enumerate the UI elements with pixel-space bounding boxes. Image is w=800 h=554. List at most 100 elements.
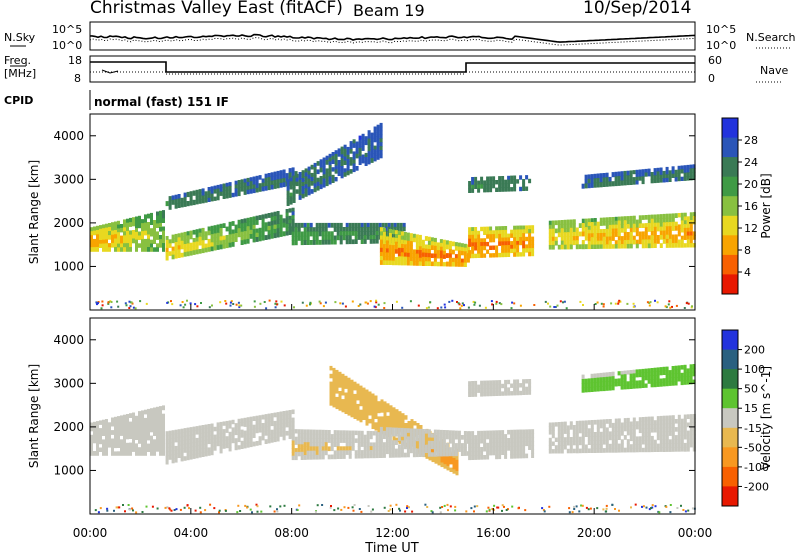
power-echo-cell <box>650 243 654 249</box>
velocity-echo-cell <box>674 377 678 382</box>
velocity-echo-cell <box>525 433 529 438</box>
power-echo-cell <box>369 222 373 228</box>
power-echo-cell <box>575 244 579 250</box>
power-echo-cell <box>183 240 187 245</box>
power-echo-cell <box>237 191 241 197</box>
velocity-echo-cell <box>356 412 360 417</box>
velocity-echo-cell <box>513 450 517 455</box>
velocity-echo-cell <box>486 442 490 448</box>
nsky-series-line <box>89 33 696 43</box>
power-echo-cell <box>315 235 319 241</box>
velocity-echo-cell <box>548 445 552 450</box>
velocity-echo-cell <box>347 398 351 404</box>
power-echo-cell <box>516 229 520 234</box>
power-speckle <box>275 303 278 306</box>
velocity-echo-cell <box>255 441 259 446</box>
power-echo-cell <box>219 223 223 229</box>
velocity-echo-cell <box>421 452 425 457</box>
velocity-speckle <box>251 511 253 514</box>
power-echo-cell <box>665 243 669 248</box>
power-echo-cell <box>474 242 478 247</box>
power-echo-cell <box>216 236 220 242</box>
velocity-echo-cell <box>359 393 363 399</box>
power-speckle <box>124 302 127 305</box>
power-echo-cell <box>316 185 320 191</box>
power-echo-cell <box>379 126 383 132</box>
velocity-echo-cell <box>195 441 199 447</box>
velocity-echo-cell <box>686 430 690 436</box>
power-speckle <box>451 299 454 302</box>
power-colorbar-tick-label: 12 <box>744 222 758 235</box>
power-echo-cell <box>480 242 484 247</box>
velocity-echo-cell <box>297 444 301 449</box>
power-echo-cell <box>468 234 472 240</box>
velocity-echo-cell <box>525 453 529 459</box>
velocity-echo-cell <box>252 424 256 430</box>
power-speckle <box>654 299 656 302</box>
velocity-echo-cell <box>677 435 681 440</box>
velocity-echo-cell <box>641 440 645 445</box>
power-echo-cell <box>135 231 138 237</box>
velocity-echo-cell <box>504 454 508 459</box>
power-echo-cell <box>560 236 564 242</box>
power-echo-cell <box>255 175 259 181</box>
velocity-echo-cell <box>626 381 630 386</box>
velocity-echo-cell <box>650 439 654 445</box>
velocity-speckle <box>630 506 632 509</box>
power-echo-cell <box>516 179 520 184</box>
velocity-echo-cell <box>132 416 135 421</box>
velocity-echo-cell <box>174 445 178 451</box>
power-echo-cell <box>165 243 169 249</box>
velocity-echo-cell <box>159 430 162 436</box>
power-speckle <box>268 299 271 302</box>
power-echo-cell <box>626 232 630 237</box>
power-echo-cell <box>406 252 410 258</box>
velocity-echo-cell <box>677 373 681 378</box>
power-echo-cell <box>286 186 290 192</box>
velocity-echo-cell <box>433 452 437 457</box>
velocity-echo-cell <box>617 443 621 449</box>
power-echo-cell <box>686 176 690 181</box>
velocity-speckle <box>568 511 571 514</box>
velocity-echo-cell <box>216 434 220 439</box>
power-echo-cell <box>689 227 693 233</box>
power-speckle <box>238 304 241 307</box>
velocity-echo-cell <box>656 371 660 376</box>
velocity-echo-cell <box>398 415 402 420</box>
velocity-echo-cell <box>114 451 117 456</box>
power-echo-cell <box>510 175 514 180</box>
velocity-speckle <box>236 511 239 514</box>
power-speckle <box>429 301 432 304</box>
velocity-echo-cell <box>347 381 351 387</box>
velocity-echo-cell <box>501 391 505 396</box>
velocity-echo-cell <box>584 387 588 393</box>
power-echo-cell <box>336 235 340 241</box>
velocity-echo-cell <box>635 369 639 374</box>
power-echo-cell <box>674 169 678 175</box>
power-speckle <box>253 300 256 303</box>
velocity-echo-cell <box>306 442 310 447</box>
velocity-echo-cell <box>689 438 693 444</box>
velocity-echo-cell <box>495 442 499 448</box>
power-echo-cell <box>304 176 308 181</box>
power-echo-cell <box>340 150 344 155</box>
velocity-echo-cell <box>291 436 295 442</box>
power-echo-cell <box>207 187 211 192</box>
power-speckle <box>128 300 131 303</box>
power-echo-cell <box>566 232 570 237</box>
power-speckle <box>417 304 420 307</box>
velocity-echo-cell <box>683 430 687 436</box>
power-echo-cell <box>150 232 153 237</box>
power-echo-cell <box>309 222 313 228</box>
velocity-echo-cell <box>415 452 419 458</box>
power-echo-cell <box>361 154 365 160</box>
power-echo-cell <box>204 243 208 249</box>
velocity-echo-cell <box>421 429 425 434</box>
power-echo-cell <box>373 130 377 135</box>
velocity-echo-cell <box>135 415 138 421</box>
velocity-echo-cell <box>117 416 120 421</box>
velocity-echo-cell <box>246 417 250 423</box>
velocity-echo-cell <box>468 451 472 457</box>
velocity-speckle <box>170 509 173 512</box>
velocity-echo-cell <box>96 424 99 430</box>
